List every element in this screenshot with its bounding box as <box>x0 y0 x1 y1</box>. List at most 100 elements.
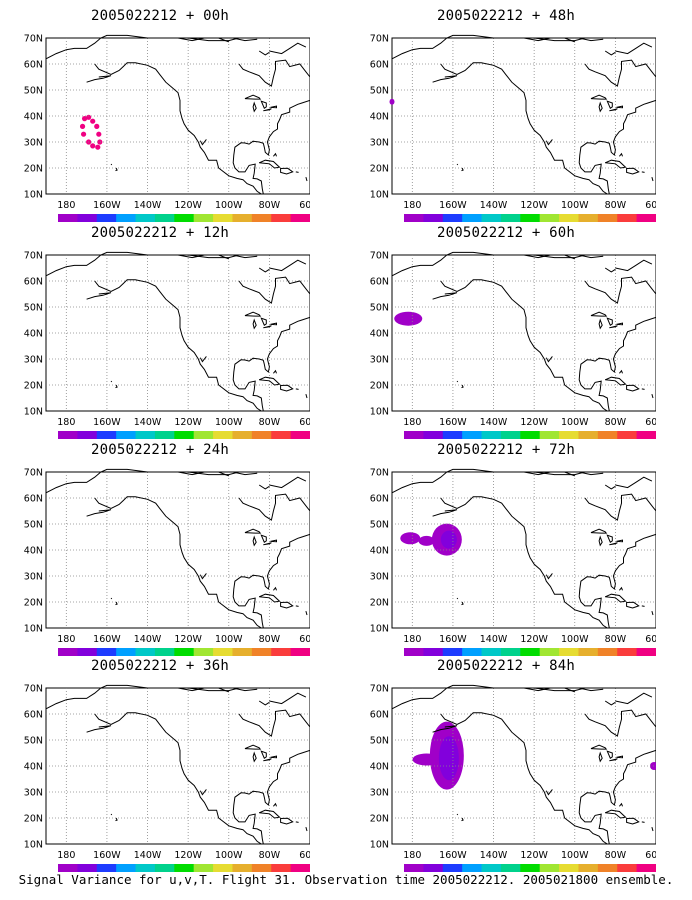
signal-point <box>80 131 87 137</box>
latitude-labels: 70N 60N 50N 40N 30N 20N 10N <box>24 34 43 201</box>
lon-label: 100W <box>215 850 243 861</box>
island-outline <box>651 393 654 399</box>
coast-line <box>199 789 207 796</box>
coast-line <box>199 356 207 363</box>
colorbar-swatch <box>193 431 214 439</box>
lon-label: 160W <box>439 634 467 645</box>
lon-label: 160W <box>93 200 121 211</box>
island-outline <box>305 393 308 399</box>
colorbar: 1.62.23.145.16.37.591114212940 <box>58 864 310 872</box>
lake-outline <box>252 101 257 113</box>
colorbar-swatch <box>251 214 272 222</box>
signal-area <box>394 311 423 326</box>
colorbar-swatch <box>251 431 272 439</box>
grid-lines <box>46 472 310 628</box>
latitude-labels: 70N 60N 50N 40N 30N 20N 10N <box>24 684 43 851</box>
coast-line <box>258 484 270 490</box>
colorbar-swatch <box>174 431 195 439</box>
colorbar-swatch <box>271 431 292 439</box>
island-outline <box>295 388 299 390</box>
colorbar-swatch <box>77 214 98 222</box>
coast-line <box>578 749 656 845</box>
coastline <box>45 34 310 195</box>
coast-line <box>578 687 604 692</box>
colorbar-swatch <box>116 431 137 439</box>
latitude-labels: 70N 60N 50N 40N 30N 20N 10N <box>24 468 43 635</box>
lat-label: 10N <box>370 840 389 851</box>
colorbar-swatch <box>462 214 483 222</box>
coast-line <box>523 687 551 692</box>
colorbar-swatch <box>559 648 579 656</box>
lake-outline <box>598 535 603 547</box>
lake-outline <box>609 325 618 329</box>
colorbar-swatch <box>481 648 502 656</box>
coast-line <box>199 139 207 146</box>
lake-outline <box>252 535 257 547</box>
colorbar-swatch <box>58 214 78 222</box>
coast-line <box>269 476 307 489</box>
lat-label: 30N <box>24 572 43 583</box>
lake-outline <box>263 758 272 762</box>
coast-line <box>523 37 551 42</box>
colorbar-swatch <box>617 864 638 872</box>
lat-label: 40N <box>24 762 43 773</box>
colorbar-swatch <box>404 214 424 222</box>
island-outline <box>115 384 118 389</box>
latitude-labels: 70N 60N 50N 40N 30N 20N 10N <box>370 468 389 635</box>
coast-line <box>604 267 616 273</box>
lon-label: 180 <box>57 200 75 211</box>
lake-outline <box>270 322 277 326</box>
grid-lines <box>392 38 656 194</box>
panel-title: 2005022212 + 12h <box>90 225 230 241</box>
coast-line <box>238 709 310 737</box>
lon-label: 160W <box>93 850 121 861</box>
coastline <box>45 251 310 412</box>
lon-label: 60W <box>645 850 656 861</box>
signal-core <box>438 736 459 781</box>
lon-label: 160W <box>439 850 467 861</box>
lat-label: 20N <box>370 598 389 609</box>
island-outline <box>461 601 464 606</box>
coast-line <box>177 37 205 42</box>
coast-line <box>432 725 458 733</box>
lon-label: 180 <box>403 634 421 645</box>
signal-point <box>79 123 86 129</box>
lat-label: 50N <box>24 86 43 97</box>
coast-line <box>584 493 656 521</box>
signal-point <box>90 143 96 149</box>
lake-outline <box>616 322 623 326</box>
colorbar-swatch <box>617 648 638 656</box>
panel-title: 2005022212 + 36h <box>90 658 230 674</box>
longitude-labels: 180 160W 140W 120W 100W 80W 60W <box>57 417 310 428</box>
colorbar-swatch <box>193 648 214 656</box>
panel-title: 2005022212 + 24h <box>90 442 230 458</box>
lake-outline <box>606 750 613 759</box>
coastline <box>391 251 656 412</box>
colorbar-swatch <box>213 214 233 222</box>
lat-label: 70N <box>24 251 43 262</box>
island-outline <box>115 817 118 822</box>
lon-label: 180 <box>57 634 75 645</box>
colorbar: 1.62.23.145.16.37.591114212940 <box>404 864 656 872</box>
lon-label: 100W <box>215 417 243 428</box>
lon-label: 120W <box>520 850 548 861</box>
coast-line <box>269 259 307 272</box>
coast-line <box>604 50 616 56</box>
colorbar-swatch <box>636 864 656 872</box>
lon-label: 60W <box>299 850 310 861</box>
island-outline <box>619 586 623 591</box>
colorbar-swatch <box>135 214 156 222</box>
lat-label: 20N <box>24 814 43 825</box>
lat-label: 10N <box>24 190 43 201</box>
colorbar-swatch <box>58 648 78 656</box>
longitude-labels: 180 160W 140W 120W 100W 80W 60W <box>403 200 656 211</box>
colorbar-swatch <box>116 214 137 222</box>
lat-label: 50N <box>370 736 389 747</box>
signal-core <box>440 530 457 549</box>
lat-label: 30N <box>24 138 43 149</box>
coast-line <box>578 37 604 42</box>
colorbar: 1.62.23.145.16.37.591114212940 <box>404 431 656 439</box>
colorbar-swatch <box>578 648 599 656</box>
coast-line <box>564 37 575 43</box>
lake-outline <box>260 100 267 109</box>
